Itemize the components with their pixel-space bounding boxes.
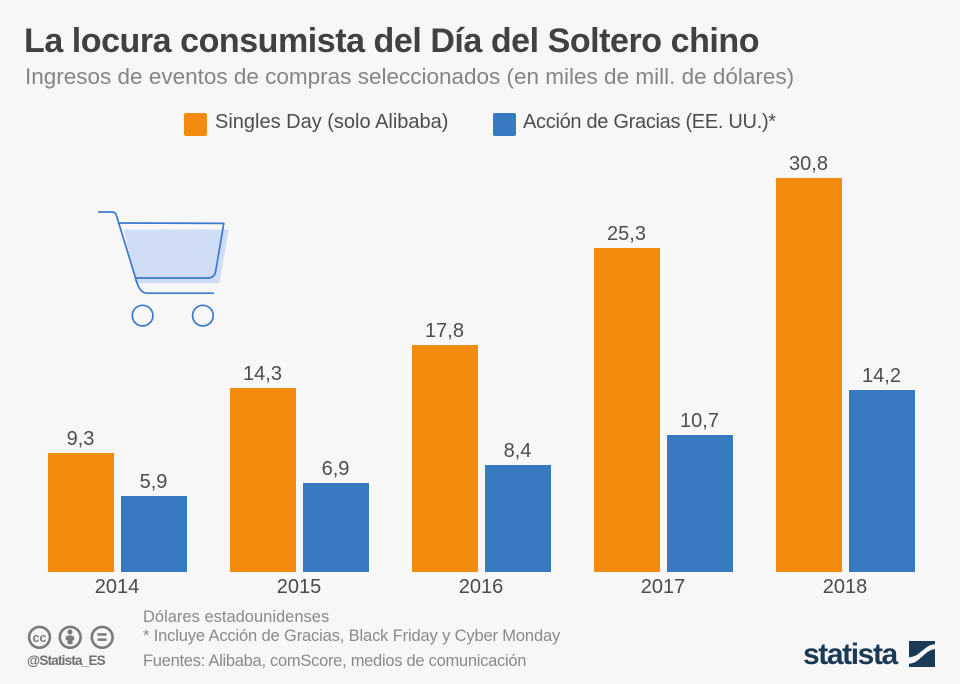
- svg-text:cc: cc: [33, 631, 47, 645]
